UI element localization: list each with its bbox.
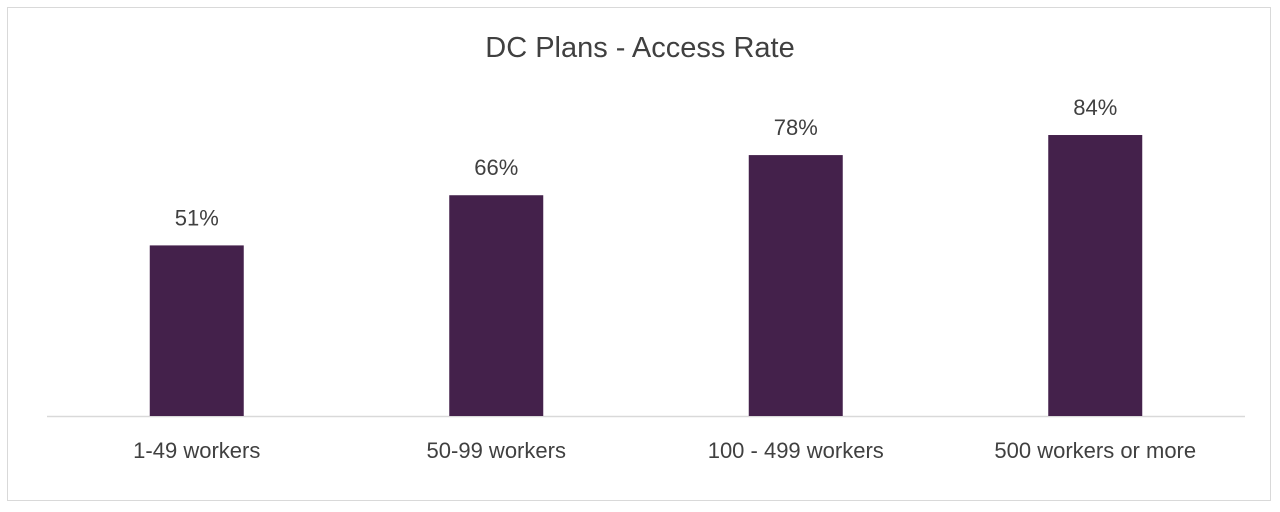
bars-group xyxy=(149,135,1143,416)
data-label-2: 66% xyxy=(474,155,518,180)
bar-1 xyxy=(149,245,244,416)
x-tick-label-3: 100 - 499 workers xyxy=(708,438,884,463)
tick-labels-group: 1-49 workers 50-99 workers 100 - 499 worke… xyxy=(133,438,1196,463)
chart-title: DC Plans - Access Rate xyxy=(485,32,795,64)
bar-3 xyxy=(748,155,843,416)
x-tick-label-1: 1-49 workers xyxy=(133,438,260,463)
bar-4 xyxy=(1048,135,1143,416)
x-tick-label-2: 50-99 workers xyxy=(427,438,566,463)
data-label-3: 78% xyxy=(774,115,818,140)
x-tick-label-4: 500 workers or more xyxy=(994,438,1196,463)
data-labels-group: 51% 66% 78% 84% xyxy=(175,95,1118,230)
bar-2 xyxy=(449,195,544,416)
data-label-1: 51% xyxy=(175,205,219,230)
data-label-4: 84% xyxy=(1073,95,1117,120)
